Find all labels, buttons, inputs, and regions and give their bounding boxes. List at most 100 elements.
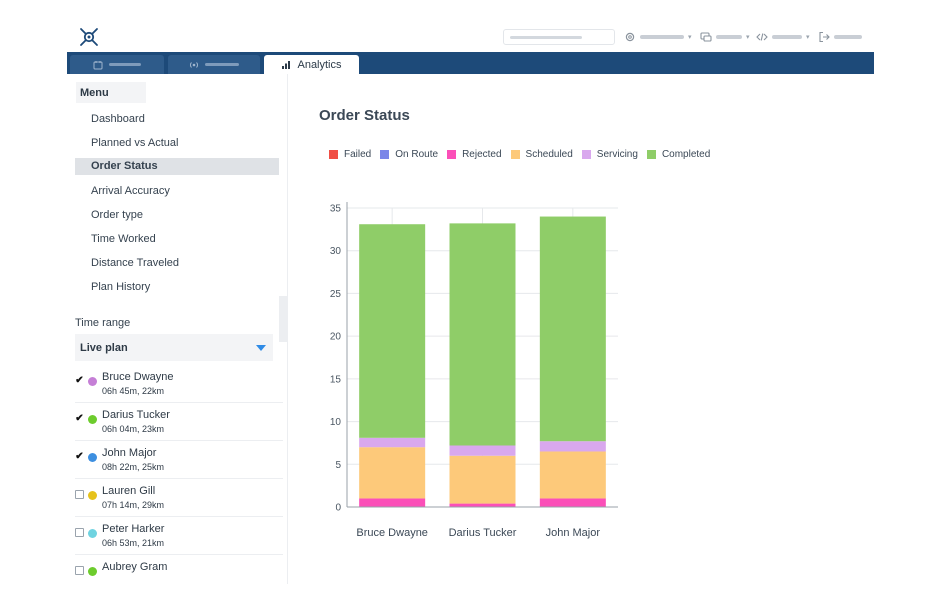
person-color-dot <box>88 529 97 538</box>
legend-label: Scheduled <box>525 148 573 160</box>
legend-item[interactable]: Servicing <box>581 149 638 160</box>
legend-label: Failed <box>344 148 372 160</box>
time-range-value: Live plan <box>80 342 128 354</box>
bar-segment <box>359 447 426 499</box>
person-stats: 06h 45m, 22km <box>102 386 165 396</box>
person-checkbox[interactable] <box>75 566 84 575</box>
code-icon <box>756 33 768 41</box>
person-checkbox[interactable]: ✔ <box>75 375 84 386</box>
x-tick-label: Bruce Dwayne <box>356 527 428 539</box>
bar-segment <box>449 223 516 446</box>
app-logo-icon[interactable] <box>79 27 99 47</box>
gear-icon <box>625 32 635 42</box>
legend-item[interactable]: Completed <box>646 148 711 160</box>
person-name: Lauren Gill <box>102 485 156 497</box>
menu-item-distance-traveled[interactable]: Distance Traveled <box>91 257 180 269</box>
menu-item-time-worked[interactable]: Time Worked <box>91 233 156 245</box>
legend-label: On Route <box>395 148 439 160</box>
person-checkbox[interactable]: ✔ <box>75 413 84 424</box>
bar-chart-icon <box>282 60 291 69</box>
x-tick-label: John Major <box>546 527 601 539</box>
y-tick-label: 5 <box>335 460 341 471</box>
person-name: Bruce Dwayne <box>102 371 174 383</box>
x-tick-label: Darius Tucker <box>449 527 517 539</box>
legend-item[interactable]: Failed <box>329 149 371 160</box>
legend-swatch <box>581 149 591 159</box>
messages-menu[interactable]: ▾ <box>700 30 750 44</box>
person-stats: 07h 14m, 29km <box>102 500 165 510</box>
legend-swatch <box>380 149 390 159</box>
person-checkbox[interactable]: ✔ <box>75 451 84 462</box>
menu-item-arrival-accuracy[interactable]: Arrival Accuracy <box>91 185 170 197</box>
time-range-label: Time range <box>75 317 131 329</box>
person-color-dot <box>88 453 97 462</box>
menu-item-order-status[interactable]: Order Status <box>75 158 279 175</box>
person-name: Darius Tucker <box>102 409 170 421</box>
legend-item[interactable]: Scheduled <box>510 148 573 160</box>
person-checkbox[interactable] <box>75 528 84 537</box>
bar-segment <box>539 216 606 442</box>
caret-down-icon <box>256 345 266 351</box>
search-input[interactable] <box>503 29 615 45</box>
developer-menu[interactable]: ▾ <box>756 30 810 44</box>
sidebar: Menu Dashboard Planned vs Actual Order S… <box>67 74 288 584</box>
person-row[interactable]: ✔ John Major 08h 22m, 25km <box>75 441 283 479</box>
person-color-dot <box>88 567 97 576</box>
bar-segment <box>359 498 426 507</box>
tab-live[interactable] <box>168 55 260 74</box>
menu-item-order-type[interactable]: Order type <box>91 209 143 221</box>
tab-analytics-label: Analytics <box>297 58 342 71</box>
y-tick-label: 20 <box>330 332 342 343</box>
scrollbar[interactable] <box>279 296 287 342</box>
legend-swatch <box>510 149 520 159</box>
y-tick-label: 10 <box>330 417 342 428</box>
main-nav: Analytics <box>67 52 874 74</box>
person-name: Aubrey Gram <box>102 561 168 573</box>
person-color-dot <box>88 415 97 424</box>
legend-swatch <box>447 149 457 159</box>
top-bar: ▾ ▾ ▾ <box>67 22 874 52</box>
person-row[interactable]: ✔ Bruce Dwayne 06h 45m, 22km <box>75 365 283 403</box>
settings-menu[interactable]: ▾ <box>624 30 692 44</box>
chevron-down-icon: ▾ <box>688 34 692 41</box>
page-title: Order Status <box>319 107 410 124</box>
person-row[interactable]: Lauren Gill 07h 14m, 29km <box>75 479 283 517</box>
bar-segment <box>359 437 426 448</box>
y-tick-label: 35 <box>330 204 342 215</box>
order-status-chart: 0 5 10 15 20 25 30 35 Bruce Dwayne Darius Tucker J… <box>330 202 618 539</box>
person-color-dot <box>88 377 97 386</box>
broadcast-icon <box>189 61 199 68</box>
time-range-select[interactable]: Live plan <box>75 334 273 361</box>
legend-label: Completed <box>661 148 711 160</box>
person-stats: 06h 04m, 23km <box>102 424 165 434</box>
menu-title: Menu <box>76 82 146 103</box>
menu-item-dashboard[interactable]: Dashboard <box>91 113 145 125</box>
bar-segment <box>449 445 516 456</box>
person-name: Peter Harker <box>102 523 165 535</box>
person-name: John Major <box>102 447 157 459</box>
legend-swatch <box>646 149 656 159</box>
person-row[interactable]: Aubrey Gram <box>75 555 283 584</box>
logout-button[interactable] <box>818 30 862 44</box>
menu-item-planned-vs-actual[interactable]: Planned vs Actual <box>91 137 179 149</box>
bar-segment <box>449 503 516 507</box>
chevron-down-icon: ▾ <box>746 34 750 41</box>
person-row[interactable]: ✔ Darius Tucker 06h 04m, 23km <box>75 403 283 441</box>
menu-item-plan-history[interactable]: Plan History <box>91 281 151 293</box>
person-color-dot <box>88 491 97 500</box>
y-tick-label: 0 <box>335 503 341 514</box>
legend-item[interactable]: On Route <box>380 149 438 160</box>
person-row[interactable]: Peter Harker 06h 53m, 21km <box>75 517 283 555</box>
person-checkbox[interactable] <box>75 490 84 499</box>
tab-calendar[interactable] <box>70 55 164 74</box>
bar-segment <box>539 451 606 499</box>
chat-icon <box>700 32 712 42</box>
bar-segment <box>359 224 426 438</box>
logout-icon <box>819 31 830 43</box>
legend-item[interactable]: Rejected <box>447 148 502 160</box>
tab-analytics[interactable]: Analytics <box>264 55 359 74</box>
legend-label: Rejected <box>462 148 502 160</box>
y-tick-label: 25 <box>330 289 342 300</box>
person-stats: 08h 22m, 25km <box>102 462 165 472</box>
y-tick-label: 15 <box>330 374 342 385</box>
